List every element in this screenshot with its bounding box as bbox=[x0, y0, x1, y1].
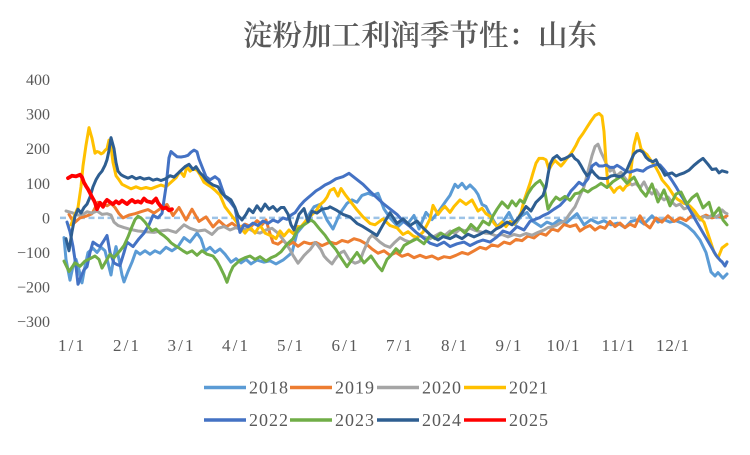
svg-text:−200: −200 bbox=[17, 280, 50, 297]
svg-text:2/1: 2/1 bbox=[113, 336, 139, 355]
svg-text:10/1: 10/1 bbox=[547, 336, 580, 355]
svg-text:2024: 2024 bbox=[422, 410, 461, 430]
svg-text:12/1: 12/1 bbox=[656, 336, 689, 355]
svg-text:9/1: 9/1 bbox=[496, 336, 522, 355]
svg-text:6/1: 6/1 bbox=[332, 336, 358, 355]
svg-text:7/1: 7/1 bbox=[386, 336, 412, 355]
svg-text:400: 400 bbox=[26, 72, 50, 89]
svg-text:300: 300 bbox=[26, 107, 50, 124]
svg-text:2019: 2019 bbox=[335, 378, 374, 398]
svg-text:0: 0 bbox=[42, 210, 50, 227]
svg-text:8/1: 8/1 bbox=[441, 336, 467, 355]
svg-text:−100: −100 bbox=[17, 245, 50, 262]
svg-text:2023: 2023 bbox=[335, 410, 374, 430]
svg-text:3/1: 3/1 bbox=[168, 336, 194, 355]
svg-text:11/1: 11/1 bbox=[602, 336, 635, 355]
svg-text:200: 200 bbox=[26, 141, 50, 158]
svg-text:2022: 2022 bbox=[249, 410, 288, 430]
svg-text:1/1: 1/1 bbox=[58, 336, 84, 355]
svg-text:2021: 2021 bbox=[509, 378, 548, 398]
svg-text:2025: 2025 bbox=[509, 410, 548, 430]
svg-text:100: 100 bbox=[26, 176, 50, 193]
svg-text:2020: 2020 bbox=[422, 378, 461, 398]
svg-text:−300: −300 bbox=[17, 314, 50, 331]
svg-text:2018: 2018 bbox=[249, 378, 288, 398]
svg-text:5/1: 5/1 bbox=[277, 336, 303, 355]
svg-text:4/1: 4/1 bbox=[222, 336, 248, 355]
